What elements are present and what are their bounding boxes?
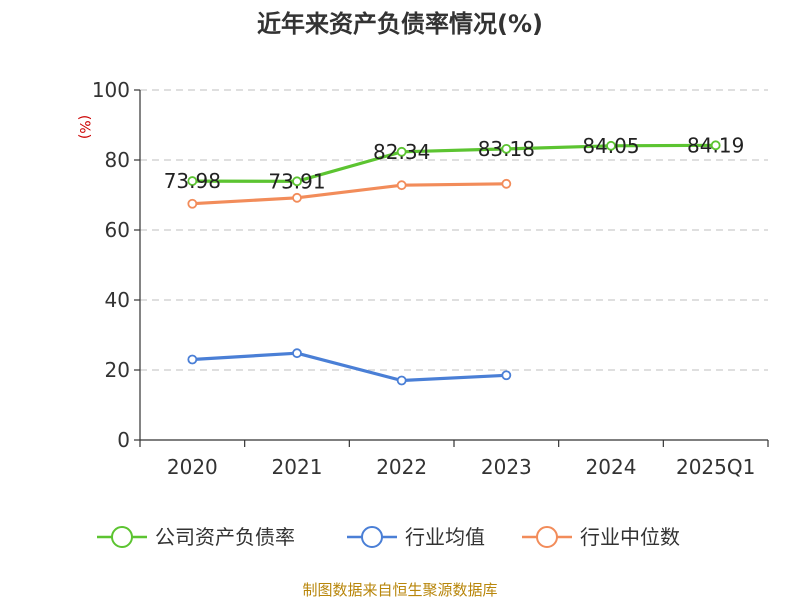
series-lines [187, 140, 721, 386]
data-point [187, 354, 198, 365]
y-tick-label: 60 [105, 218, 130, 242]
axes: 0 20 40 60 80 100 2020 2021 2022 2023 2024 2025Q1 [92, 78, 769, 479]
legend-marker [361, 526, 383, 548]
data-label: 83.18 [478, 137, 535, 161]
x-tick-label: 2020 [167, 455, 218, 479]
data-point [501, 178, 512, 189]
legend-item: 公司资产负债率 [97, 525, 295, 549]
data-point [187, 198, 198, 209]
data-label: 82.34 [373, 140, 430, 164]
data-point [501, 143, 512, 154]
chart-title: 近年来资产负债率情况(%) [257, 10, 543, 38]
series-line-1 [192, 351, 507, 383]
legend: 公司资产负债率 行业均值 行业中位数 [97, 525, 680, 549]
data-point [292, 176, 302, 187]
series-line-2 [192, 182, 507, 206]
y-axis-unit-label: (%) [76, 115, 92, 139]
legend-label: 行业均值 [405, 525, 485, 549]
data-labels: 73.98 73.91 82.34 83.18 84.05 84.19 [164, 133, 745, 193]
y-tick-label: 20 [105, 358, 130, 382]
y-tick-label: 0 [117, 428, 130, 452]
data-label: 84.05 [582, 134, 639, 158]
y-tick-label: 100 [92, 78, 130, 102]
y-tick-label: 80 [105, 148, 130, 172]
legend-marker [111, 526, 133, 548]
data-point [396, 180, 407, 191]
legend-label: 公司资产负债率 [155, 525, 295, 549]
grid-lines [140, 89, 768, 371]
data-point [710, 140, 721, 151]
data-point [292, 192, 302, 203]
data-label: 73.91 [268, 169, 325, 193]
x-tick-label: 2022 [376, 455, 427, 479]
x-tick-label: 2025Q1 [676, 455, 755, 479]
data-point [396, 375, 407, 386]
data-label: 84.19 [687, 133, 744, 157]
source-note: 制图数据来自恒生聚源数据库 [302, 581, 497, 599]
data-point [501, 370, 512, 381]
x-tick-label: 2023 [481, 455, 532, 479]
x-tick-label: 2021 [272, 455, 323, 479]
data-point [292, 348, 302, 359]
legend-item: 行业均值 [347, 525, 485, 549]
series-line-0 [192, 143, 716, 183]
legend-marker [536, 526, 558, 548]
x-tick-label: 2024 [586, 455, 637, 479]
legend-label: 行业中位数 [580, 525, 680, 549]
data-point [396, 146, 407, 157]
data-label: 73.98 [164, 169, 221, 193]
y-tick-label: 40 [105, 288, 130, 312]
data-point [606, 140, 616, 151]
data-point [187, 176, 198, 186]
legend-item: 行业中位数 [522, 525, 680, 549]
